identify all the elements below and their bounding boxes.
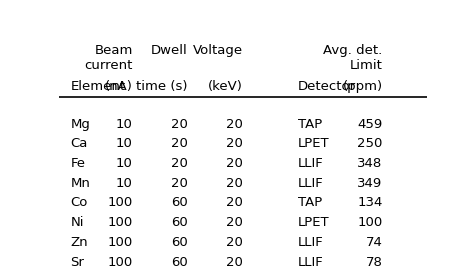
Text: Sr: Sr xyxy=(70,255,84,269)
Text: 20: 20 xyxy=(226,196,243,210)
Text: 20: 20 xyxy=(226,236,243,249)
Text: LLIF: LLIF xyxy=(298,157,324,170)
Text: (ppm): (ppm) xyxy=(342,79,383,93)
Text: 100: 100 xyxy=(108,196,133,210)
Text: 20: 20 xyxy=(171,157,188,170)
Text: time (s): time (s) xyxy=(137,79,188,93)
Text: 78: 78 xyxy=(365,255,383,269)
Text: 10: 10 xyxy=(116,177,133,190)
Text: Zn: Zn xyxy=(70,236,88,249)
Text: 20: 20 xyxy=(226,118,243,131)
Text: 10: 10 xyxy=(116,118,133,131)
Text: Ni: Ni xyxy=(70,216,84,229)
Text: 10: 10 xyxy=(116,138,133,150)
Text: 250: 250 xyxy=(357,138,383,150)
Text: 20: 20 xyxy=(226,177,243,190)
Text: 60: 60 xyxy=(171,236,188,249)
Text: 100: 100 xyxy=(108,216,133,229)
Text: 348: 348 xyxy=(357,157,383,170)
Text: Beam
current: Beam current xyxy=(84,43,133,72)
Text: 60: 60 xyxy=(171,255,188,269)
Text: 20: 20 xyxy=(226,216,243,229)
Text: Voltage: Voltage xyxy=(193,43,243,57)
Text: 74: 74 xyxy=(365,236,383,249)
Text: Ca: Ca xyxy=(70,138,88,150)
Text: 100: 100 xyxy=(108,255,133,269)
Text: Co: Co xyxy=(70,196,88,210)
Text: Element: Element xyxy=(70,79,126,93)
Text: Fe: Fe xyxy=(70,157,85,170)
Text: (keV): (keV) xyxy=(208,79,243,93)
Text: 134: 134 xyxy=(357,196,383,210)
Text: 20: 20 xyxy=(226,138,243,150)
Text: 10: 10 xyxy=(116,157,133,170)
Text: Dwell: Dwell xyxy=(151,43,188,57)
Text: LLIF: LLIF xyxy=(298,255,324,269)
Text: 20: 20 xyxy=(171,177,188,190)
Text: 20: 20 xyxy=(171,118,188,131)
Text: LLIF: LLIF xyxy=(298,236,324,249)
Text: LPET: LPET xyxy=(298,138,329,150)
Text: 60: 60 xyxy=(171,196,188,210)
Text: Avg. det.
Limit: Avg. det. Limit xyxy=(323,43,383,72)
Text: 349: 349 xyxy=(357,177,383,190)
Text: (nA): (nA) xyxy=(105,79,133,93)
Text: TAP: TAP xyxy=(298,118,322,131)
Text: 459: 459 xyxy=(357,118,383,131)
Text: 20: 20 xyxy=(226,157,243,170)
Text: 100: 100 xyxy=(357,216,383,229)
Text: LLIF: LLIF xyxy=(298,177,324,190)
Text: 20: 20 xyxy=(171,138,188,150)
Text: LPET: LPET xyxy=(298,216,329,229)
Text: Mg: Mg xyxy=(70,118,90,131)
Text: Mn: Mn xyxy=(70,177,90,190)
Text: 60: 60 xyxy=(171,216,188,229)
Text: Detector: Detector xyxy=(298,79,356,93)
Text: TAP: TAP xyxy=(298,196,322,210)
Text: 100: 100 xyxy=(108,236,133,249)
Text: 20: 20 xyxy=(226,255,243,269)
